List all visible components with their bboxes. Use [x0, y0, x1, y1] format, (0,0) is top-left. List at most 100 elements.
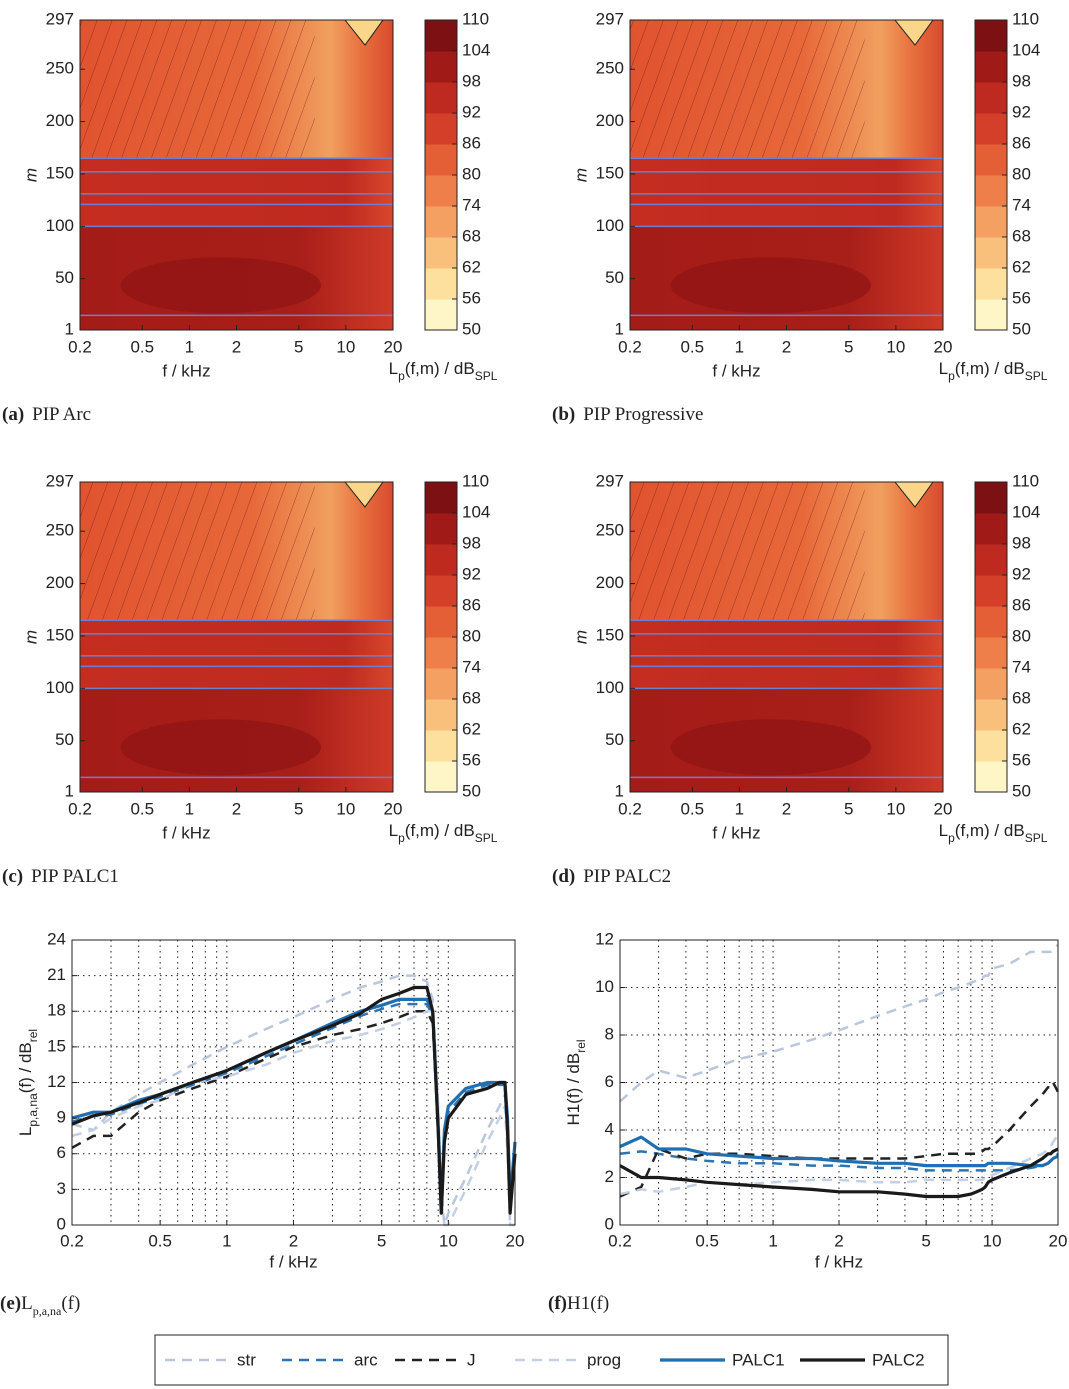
heat-stripes: [80, 482, 315, 621]
series-line: [619, 1135, 1059, 1168]
legend-label: J: [467, 1350, 476, 1369]
x-tick-label: 0.5: [680, 337, 704, 356]
x-tick-label: 1: [185, 337, 194, 356]
colorbar-tick-label: 110: [462, 9, 489, 28]
colorbar-segment: [975, 606, 1007, 638]
colorbar-segment: [425, 20, 457, 52]
x-axis-label: f / kHz: [712, 823, 760, 842]
colorbar-label: Lp(f,m) / dBSPL: [389, 821, 498, 845]
colorbar-label: Lp(f,m) / dBSPL: [389, 359, 498, 383]
x-tick-label: 10: [886, 799, 905, 818]
label-part: (f,m) / dB: [955, 821, 1025, 840]
colorbar-segment: [425, 699, 457, 731]
colorbar-segment: [425, 144, 457, 176]
y-tick-label: 150: [596, 625, 624, 644]
colorbar-tick-label: 104: [462, 40, 490, 59]
y-tick-label: 200: [596, 111, 624, 130]
colorbar-segment: [425, 513, 457, 545]
colorbar-tick-label: 50: [462, 319, 481, 338]
colorbar-segment: [975, 513, 1007, 545]
y-tick-label: 15: [47, 1036, 66, 1055]
heat-core: [670, 257, 872, 314]
colorbar-tick-label: 62: [462, 257, 481, 276]
x-tick-label: 0.2: [618, 337, 642, 356]
colorbar-segment: [975, 699, 1007, 731]
y-tick-label: 4: [605, 1119, 614, 1138]
colorbar-tick-label: 74: [1012, 195, 1031, 214]
y-tick-label: 21: [47, 965, 66, 984]
y-tick-label: 0: [605, 1214, 614, 1233]
x-tick-label: 10: [439, 1231, 458, 1250]
colorbar-segment: [975, 637, 1007, 669]
series-line: [71, 974, 515, 1227]
colorbar-segment: [975, 51, 1007, 83]
legend-label: PALC1: [732, 1350, 785, 1369]
x-tick-label: 1: [222, 1231, 231, 1250]
y-tick-label: 100: [596, 678, 624, 697]
y-axis-label: m: [21, 168, 40, 182]
y-tick-label: 150: [46, 625, 74, 644]
colorbar-segment: [425, 761, 457, 793]
colorbar-segment: [975, 299, 1007, 331]
colorbar-segment: [975, 82, 1007, 114]
label-part: (f,m) / dB: [405, 821, 475, 840]
colorbar-tick-label: 68: [462, 226, 481, 245]
x-axis-label: f / kHz: [712, 361, 760, 380]
x-tick-label: 0.2: [68, 799, 92, 818]
colorbar-segment: [425, 730, 457, 762]
caption: (e)Lp,a,na(f): [0, 1293, 80, 1317]
colorbar-tick-label: 62: [1012, 719, 1031, 738]
y-tick-label: 1: [615, 319, 624, 338]
x-axis-label: f / kHz: [162, 361, 210, 380]
y-tick-label: 100: [46, 678, 74, 697]
y-tick-label: 50: [55, 268, 74, 287]
x-tick-label: 2: [232, 337, 241, 356]
x-tick-label: 2: [834, 1231, 843, 1250]
y-tick-label: 10: [595, 977, 614, 996]
y-tick-label: 18: [47, 1001, 66, 1020]
y-tick-label: 200: [596, 573, 624, 592]
colorbar-tick-label: 74: [462, 195, 481, 214]
colorbar-tick-label: 68: [1012, 226, 1031, 245]
legend-label: prog: [587, 1350, 621, 1369]
colorbar-tick-label: 74: [462, 657, 481, 676]
y-tick-label: 8: [605, 1024, 614, 1043]
y-tick-label: 150: [46, 163, 74, 182]
series-line: [71, 985, 517, 1215]
colorbar-segment: [975, 20, 1007, 52]
series-line: [71, 1010, 515, 1227]
colorbar-tick-label: 74: [1012, 657, 1031, 676]
heat-stripes: [630, 482, 865, 621]
heat-mid: [80, 158, 393, 227]
y-axis-label: m: [571, 630, 590, 644]
colorbar-segment: [975, 482, 1007, 514]
label-part: L: [16, 1127, 35, 1136]
x-tick-label: 0.5: [130, 337, 154, 356]
y-tick-label: 6: [605, 1072, 614, 1091]
legend-label: PALC2: [872, 1350, 925, 1369]
x-tick-label: 5: [294, 337, 303, 356]
colorbar-tick-label: 110: [1012, 9, 1039, 28]
x-tick-label: 0.5: [148, 1231, 172, 1250]
x-tick-label: 1: [768, 1231, 777, 1250]
colorbar-tick-label: 110: [1012, 471, 1039, 490]
y-tick-label: 297: [596, 9, 624, 28]
colorbar-tick-label: 50: [1012, 319, 1031, 338]
x-tick-label: 10: [886, 337, 905, 356]
colorbar-segment: [425, 237, 457, 269]
colorbar-tick-label: 92: [1012, 102, 1031, 121]
label-part: L: [939, 359, 948, 378]
colorbar-segment: [425, 51, 457, 83]
label-part: (f): [61, 1293, 80, 1314]
x-tick-label: 20: [384, 337, 403, 356]
colorbar-tick-label: 86: [462, 595, 481, 614]
colorbar-tick-label: 86: [1012, 595, 1031, 614]
colorbar-segment: [975, 175, 1007, 207]
caption-tag: (a): [2, 404, 24, 425]
colorbar-segment: [975, 761, 1007, 793]
subscript: SPL: [1025, 831, 1048, 845]
y-axis-label: m: [571, 168, 590, 182]
x-tick-label: 0.5: [680, 799, 704, 818]
x-tick-label: 1: [735, 337, 744, 356]
